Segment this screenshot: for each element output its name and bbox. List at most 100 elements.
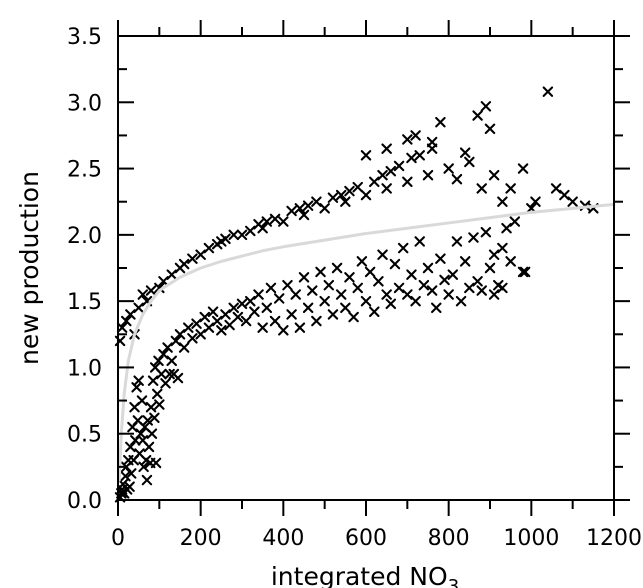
data-point-x-marker (464, 282, 475, 294)
marker-stroke-b (187, 253, 198, 264)
marker-stroke-b (422, 169, 434, 181)
data-point-x-marker (406, 269, 417, 280)
marker-stroke-b (137, 435, 149, 446)
marker-stroke-b (497, 242, 508, 254)
marker-stroke-b (133, 302, 144, 314)
marker-stroke-b (526, 203, 537, 214)
data-point-x-marker (315, 266, 326, 278)
data-point-x-marker (422, 169, 434, 181)
data-point-x-marker (158, 348, 169, 360)
marker-stroke-b (228, 302, 239, 314)
x-axis-title-main: integrated NO (271, 562, 448, 588)
data-point-x-marker (381, 143, 392, 154)
data-point-x-marker (286, 205, 297, 217)
data-point-x-marker (150, 457, 162, 469)
data-point-x-marker (265, 282, 277, 294)
marker-stroke-b (435, 253, 446, 264)
data-point-x-marker (497, 282, 508, 294)
marker-stroke-b (340, 302, 351, 314)
data-point-x-marker (447, 269, 459, 280)
fit-line-layer (117, 202, 616, 482)
marker-stroke-b (133, 375, 144, 386)
marker-stroke-b (178, 258, 190, 270)
data-point-x-marker (385, 165, 397, 177)
marker-stroke-b (501, 222, 512, 234)
marker-stroke-b (517, 163, 529, 174)
data-point-x-marker (509, 216, 521, 227)
data-point-x-marker (294, 203, 306, 214)
marker-stroke-b (178, 342, 190, 353)
marker-stroke-b (468, 232, 479, 243)
data-point-x-marker (195, 249, 206, 260)
data-point-x-marker (160, 378, 171, 389)
marker-stroke-b (335, 289, 347, 300)
marker-stroke-b (447, 269, 459, 280)
marker-stroke-b (519, 266, 531, 278)
marker-stroke-b (139, 421, 151, 433)
marker-stroke-b (369, 306, 380, 317)
marker-stroke-b (464, 282, 475, 294)
data-point-x-marker (207, 306, 219, 317)
marker-stroke-b (335, 189, 347, 201)
data-point-x-marker (195, 329, 206, 340)
marker-stroke-b (134, 448, 145, 459)
marker-stroke-b (220, 309, 231, 320)
marker-stroke-b (290, 289, 301, 300)
data-point-x-marker (476, 285, 487, 296)
data-point-x-marker (152, 388, 163, 400)
data-point-x-marker (348, 311, 359, 323)
marker-stroke-b (195, 249, 206, 260)
data-point-x-marker (497, 242, 508, 254)
data-point-x-marker (216, 325, 227, 336)
marker-stroke-b (298, 209, 310, 221)
data-point-x-marker (125, 468, 137, 479)
marker-stroke-b (253, 289, 264, 300)
data-point-x-marker (156, 368, 167, 380)
data-point-x-marker (220, 233, 231, 245)
marker-stroke-b (364, 266, 376, 278)
marker-stroke-b (402, 176, 413, 188)
data-point-x-marker (459, 147, 471, 158)
marker-stroke-b (410, 295, 421, 307)
data-point-x-marker (253, 219, 264, 230)
marker-stroke-b (476, 285, 487, 296)
data-point-x-marker (344, 185, 355, 197)
marker-stroke-b (142, 415, 154, 426)
y-tick-label: 0.0 (67, 489, 102, 514)
data-point-x-marker (505, 183, 516, 194)
marker-stroke-b (484, 123, 496, 135)
data-point-x-marker (369, 306, 380, 317)
data-point-x-marker (253, 289, 264, 300)
marker-stroke-b (311, 196, 322, 207)
marker-stroke-b (145, 401, 157, 413)
data-point-x-marker (228, 229, 239, 241)
data-point-x-marker (381, 289, 392, 300)
data-point-x-marker (121, 315, 132, 327)
marker-stroke-b (340, 196, 351, 207)
data-point-x-marker (439, 274, 450, 286)
data-point-x-marker (224, 319, 235, 331)
marker-stroke-b (125, 441, 136, 453)
marker-stroke-b (488, 169, 500, 181)
marker-stroke-b (286, 205, 297, 217)
data-point-x-marker (340, 196, 351, 207)
marker-stroke-b (377, 249, 388, 260)
marker-stroke-b (327, 309, 339, 320)
marker-stroke-b (484, 262, 496, 274)
marker-stroke-b (302, 302, 314, 314)
marker-stroke-b (327, 192, 339, 203)
data-point-x-marker (133, 375, 144, 386)
marker-stroke-b (138, 461, 149, 473)
marker-stroke-b (120, 470, 131, 482)
marker-stroke-b (149, 362, 161, 373)
marker-stroke-b (245, 295, 256, 307)
marker-stroke-b (505, 256, 516, 267)
data-point-x-marker (340, 302, 351, 314)
data-point-x-marker (290, 289, 301, 300)
data-point-x-marker (406, 152, 417, 164)
marker-stroke-b (253, 219, 264, 230)
marker-stroke-b (199, 311, 211, 323)
marker-stroke-b (348, 311, 359, 323)
marker-stroke-b (315, 266, 326, 278)
